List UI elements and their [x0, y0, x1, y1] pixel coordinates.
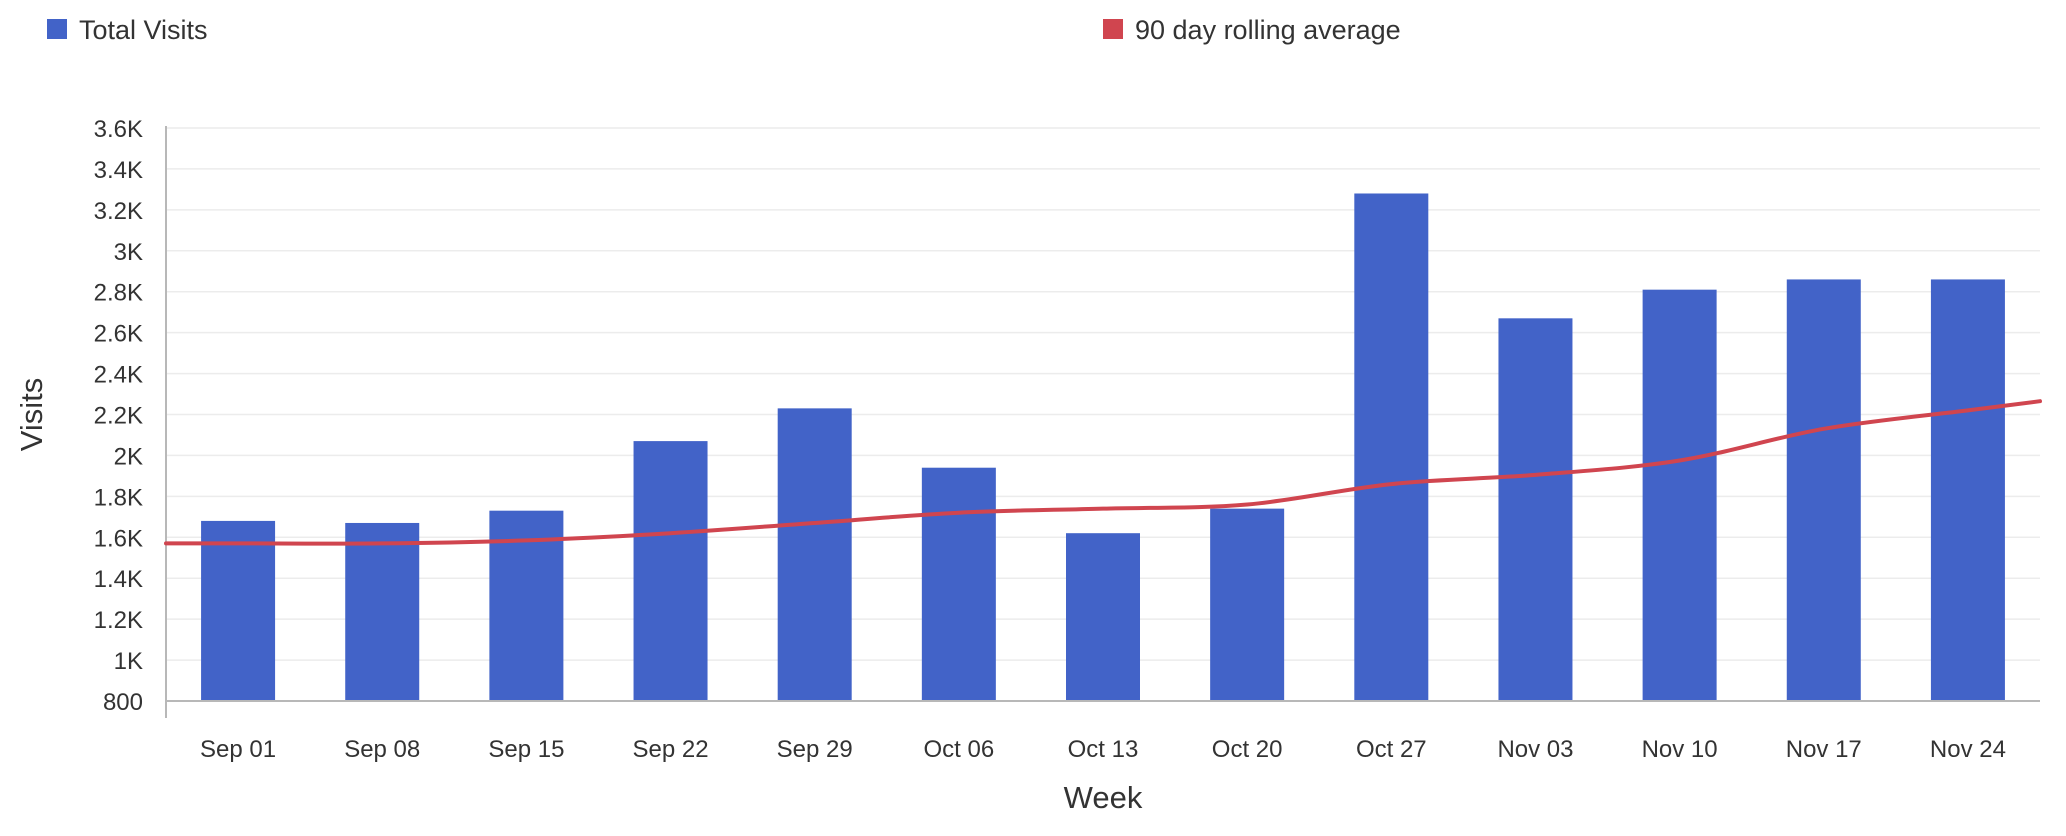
x-tick-label: Sep 29 — [777, 736, 853, 763]
y-tick-label: 1.4K — [94, 566, 143, 593]
x-tick-label: Oct 27 — [1356, 736, 1427, 763]
y-tick-label: 2.2K — [94, 403, 143, 430]
x-tick-label: Nov 24 — [1930, 736, 2006, 763]
y-tick-label: 3.2K — [94, 198, 143, 225]
bar-oct-06[interactable] — [921, 467, 996, 701]
bar-sep-22[interactable] — [633, 441, 708, 701]
bar-nov-24[interactable] — [1930, 279, 2005, 701]
legend: Total Visits 90 day rolling average — [47, 15, 1401, 45]
bar-nov-17[interactable] — [1786, 279, 1861, 701]
y-tick-label: 2K — [114, 443, 143, 470]
bar-nov-03[interactable] — [1498, 318, 1573, 701]
y-tick-label: 800 — [103, 689, 143, 716]
legend-swatch-total-visits[interactable] — [47, 19, 67, 39]
y-tick-label: 1.6K — [94, 525, 143, 552]
y-tick-label: 1.8K — [94, 484, 143, 511]
y-tick-label: 2.8K — [94, 280, 143, 307]
grid — [166, 127, 2040, 661]
y-tick-label: 3.6K — [94, 116, 143, 143]
y-tick-label: 2.4K — [94, 362, 143, 389]
bar-nov-10[interactable] — [1642, 289, 1717, 701]
y-tick-label: 3K — [114, 239, 143, 266]
bar-sep-29[interactable] — [777, 408, 852, 701]
x-tick-label: Sep 22 — [632, 736, 708, 763]
y-tick-label: 3.4K — [94, 157, 143, 184]
bar-sep-08[interactable] — [345, 522, 420, 701]
x-tick-label: Sep 15 — [488, 736, 564, 763]
x-tick-label: Sep 08 — [344, 736, 420, 763]
legend-swatch-rolling-average[interactable] — [1103, 19, 1123, 39]
x-axis-title: Week — [1064, 780, 1143, 815]
y-tick-label: 2.6K — [94, 321, 143, 348]
bar-oct-27[interactable] — [1354, 193, 1429, 701]
legend-label-total-visits[interactable]: Total Visits — [79, 15, 208, 45]
x-tick-label: Nov 17 — [1786, 736, 1862, 763]
axes — [165, 126, 2040, 718]
x-tick-label: Sep 01 — [200, 736, 276, 763]
y-tick-label: 1K — [114, 648, 143, 675]
axis-labels: 800 1K 1.2K 1.4K 1.6K 1.8K 2K 2.2K 2.4K 2.6K 2.8K 3… — [14, 116, 2006, 815]
x-tick-label: Nov 10 — [1642, 736, 1718, 763]
y-tick-label: 1.2K — [94, 607, 143, 634]
line-series — [164, 399, 2042, 546]
bar-series — [201, 193, 2005, 701]
bar-oct-13[interactable] — [1066, 533, 1140, 701]
bar-oct-20[interactable] — [1210, 508, 1285, 701]
legend-label-rolling-average[interactable]: 90 day rolling average — [1135, 15, 1401, 45]
rolling-average-line[interactable] — [164, 399, 2042, 546]
x-tick-label: Oct 06 — [923, 736, 994, 763]
x-tick-label: Oct 20 — [1212, 736, 1283, 763]
x-tick-label: Nov 03 — [1497, 736, 1573, 763]
bar-sep-01[interactable] — [201, 520, 276, 701]
y-axis-title: Visits — [14, 378, 49, 452]
x-tick-label: Oct 13 — [1068, 736, 1139, 763]
